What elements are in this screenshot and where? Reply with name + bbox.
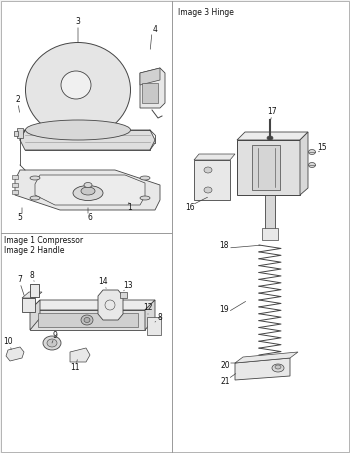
Text: 10: 10 [3,337,13,347]
Text: 20: 20 [220,361,230,370]
Polygon shape [235,358,290,380]
Polygon shape [194,160,230,200]
Polygon shape [15,170,160,210]
Ellipse shape [272,364,284,372]
Text: 6: 6 [88,213,92,222]
Polygon shape [30,300,155,310]
Ellipse shape [204,187,212,193]
Polygon shape [22,298,35,312]
Polygon shape [22,292,42,298]
Polygon shape [140,68,165,108]
Text: 5: 5 [18,213,22,222]
FancyBboxPatch shape [14,131,18,136]
Ellipse shape [308,163,315,168]
Text: 2: 2 [16,96,20,105]
Text: 17: 17 [267,107,277,116]
Ellipse shape [308,149,315,154]
Polygon shape [237,132,308,140]
Text: 19: 19 [219,305,229,314]
FancyBboxPatch shape [265,195,275,235]
Polygon shape [237,140,300,195]
Text: 16: 16 [185,202,195,212]
Ellipse shape [26,43,131,138]
Polygon shape [30,310,145,330]
Ellipse shape [47,339,57,347]
Polygon shape [145,300,155,330]
Text: 3: 3 [76,18,80,26]
Text: 7: 7 [18,275,22,284]
Text: 8: 8 [30,270,34,280]
Ellipse shape [81,187,95,195]
Text: 8: 8 [158,313,162,323]
Ellipse shape [140,196,150,200]
FancyBboxPatch shape [30,284,39,297]
Ellipse shape [61,71,91,99]
FancyBboxPatch shape [17,128,23,138]
Polygon shape [98,290,123,320]
Text: 4: 4 [153,25,158,34]
Ellipse shape [43,336,61,350]
Text: 12: 12 [143,304,153,313]
Ellipse shape [84,183,92,188]
Polygon shape [252,145,280,190]
Text: 21: 21 [220,377,230,386]
Polygon shape [20,130,155,150]
Ellipse shape [30,196,40,200]
Ellipse shape [73,185,103,201]
Polygon shape [6,347,24,361]
Polygon shape [235,352,298,363]
FancyBboxPatch shape [120,292,127,298]
Text: 14: 14 [98,278,108,286]
Ellipse shape [30,176,40,180]
Polygon shape [70,348,90,362]
Ellipse shape [267,136,273,140]
Polygon shape [30,300,40,330]
Ellipse shape [81,315,93,325]
Ellipse shape [26,120,131,140]
Polygon shape [194,154,235,160]
FancyBboxPatch shape [262,228,278,240]
Ellipse shape [84,318,90,323]
Text: 1: 1 [128,202,132,212]
FancyBboxPatch shape [147,317,161,335]
FancyBboxPatch shape [142,83,158,103]
Text: Image 2 Handle: Image 2 Handle [4,246,64,255]
Polygon shape [140,68,160,85]
FancyBboxPatch shape [12,190,18,194]
Text: 11: 11 [70,363,80,372]
Ellipse shape [275,365,281,369]
Text: 15: 15 [317,144,327,153]
Text: 13: 13 [123,280,133,289]
Text: Image 1 Compressor: Image 1 Compressor [4,236,83,245]
Polygon shape [35,175,145,205]
FancyBboxPatch shape [12,175,18,179]
Ellipse shape [140,176,150,180]
Ellipse shape [204,167,212,173]
Text: 9: 9 [52,331,57,339]
Polygon shape [300,132,308,195]
Text: 18: 18 [219,241,229,250]
Text: Image 3 Hinge: Image 3 Hinge [178,8,234,17]
Polygon shape [38,313,138,327]
FancyBboxPatch shape [12,183,18,187]
